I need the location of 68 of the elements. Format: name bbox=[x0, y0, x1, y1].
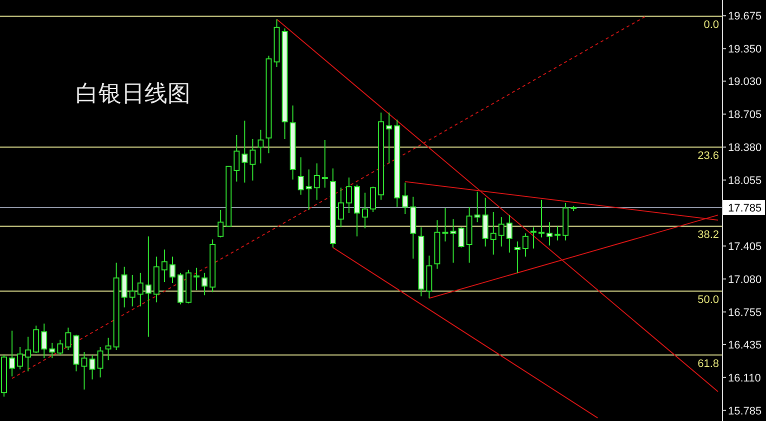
candlestick bbox=[145, 236, 152, 338]
annotation: 38.2 bbox=[698, 229, 719, 242]
y-tick-label: 17.080 bbox=[728, 274, 762, 286]
candlestick bbox=[137, 272, 144, 307]
y-tick-label: 19.675 bbox=[728, 10, 762, 23]
candlestick bbox=[522, 232, 528, 258]
candlestick bbox=[121, 266, 128, 308]
candlestick bbox=[218, 209, 224, 238]
candlestick bbox=[498, 216, 504, 248]
candlestick bbox=[9, 330, 16, 377]
candlestick bbox=[41, 323, 48, 359]
annotation: 50.0 bbox=[698, 294, 719, 306]
candlestick bbox=[105, 337, 112, 361]
y-tick-label: 16.755 bbox=[728, 306, 762, 319]
y-tick-label: 19.030 bbox=[728, 76, 762, 88]
candlestick bbox=[242, 120, 248, 184]
candlestick bbox=[450, 218, 456, 264]
text: 白银日线图 bbox=[76, 81, 190, 107]
candlestick bbox=[202, 272, 208, 296]
y-tick-label: 18.055 bbox=[728, 175, 762, 188]
candlestick bbox=[514, 240, 520, 274]
y-tick-label: 17.785 bbox=[728, 202, 762, 214]
candlestick bbox=[169, 256, 176, 284]
candlestick bbox=[386, 112, 392, 164]
candlestick bbox=[442, 207, 448, 242]
annotation: 23.6 bbox=[698, 150, 719, 162]
candlestick bbox=[258, 129, 264, 164]
candlestick bbox=[490, 212, 496, 256]
candlestick bbox=[89, 354, 96, 380]
y-tick-label: 19.350 bbox=[728, 44, 762, 56]
candlestick bbox=[402, 182, 408, 215]
candlestick bbox=[194, 267, 200, 291]
candlestick bbox=[338, 187, 344, 228]
candlestick bbox=[530, 226, 536, 250]
y-tick-label: 18.705 bbox=[728, 109, 762, 122]
y-tick-label: 15.785 bbox=[728, 405, 762, 418]
y-tick-label: 18.380 bbox=[728, 142, 762, 154]
y-tick-label: 16.435 bbox=[728, 339, 762, 352]
candlestick bbox=[57, 339, 64, 356]
candlestick bbox=[250, 138, 256, 182]
candlestick bbox=[362, 192, 368, 229]
candlestick bbox=[474, 191, 480, 223]
candlestick bbox=[65, 327, 72, 350]
candlestick bbox=[370, 186, 376, 213]
candlestick bbox=[314, 162, 320, 200]
candlestick bbox=[33, 325, 40, 354]
candlestick bbox=[25, 336, 32, 372]
candlestick bbox=[17, 346, 24, 370]
y-tick-label: 16.110 bbox=[728, 372, 761, 384]
candlestick bbox=[346, 177, 352, 214]
candlestick bbox=[482, 197, 488, 248]
candlestick bbox=[234, 134, 240, 182]
annotation: 61.8 bbox=[698, 358, 719, 370]
candlestick bbox=[506, 214, 512, 254]
candlestick bbox=[322, 139, 328, 188]
candlestick bbox=[97, 346, 104, 378]
candlestick bbox=[81, 352, 88, 390]
candlestick bbox=[129, 274, 136, 307]
annotation: 0.0 bbox=[704, 19, 719, 32]
candlestick bbox=[298, 156, 304, 196]
candlestick bbox=[546, 222, 553, 246]
candlestick bbox=[458, 226, 464, 248]
candlestick bbox=[538, 199, 544, 238]
candlestick bbox=[554, 226, 561, 241]
y-tick-label: 17.405 bbox=[728, 241, 762, 254]
candlestick bbox=[49, 342, 56, 359]
candlestick bbox=[161, 249, 168, 283]
candlestick bbox=[306, 168, 312, 210]
